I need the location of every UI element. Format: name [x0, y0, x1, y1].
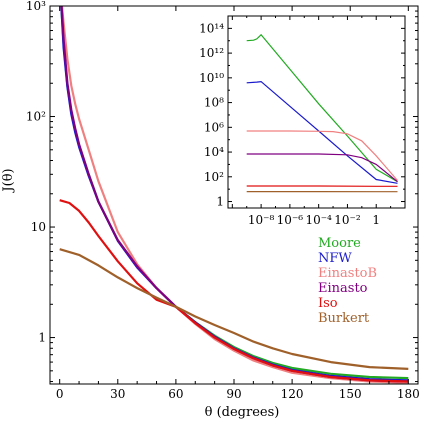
inset-x-tick-label: 1	[372, 213, 380, 227]
main-y-tick-label: 1	[38, 331, 46, 345]
legend-entry-nfw: NFW	[318, 251, 352, 266]
inset-series-group	[246, 33, 398, 193]
inset-background	[198, 12, 412, 232]
legend-entry-einasto: Einasto	[318, 281, 368, 296]
inset-plot: 1 10² 10⁴ 10⁶ 10⁸ 10¹⁰ 10¹² 10¹⁴ 10⁻⁸ 10⁻⁶ 10⁻⁴ 10⁻…	[198, 12, 412, 232]
legend-entry-einastob: EinastoB	[318, 266, 377, 281]
main-plot: 0 30 60 90 120 150 180 1 10 10² 10³ θ (degrees) J(θ)	[1, 0, 420, 420]
inset-series-line-einasto	[246, 153, 398, 183]
inset-x-tick-label: 10⁻⁸	[248, 213, 275, 227]
main-series-line-iso	[59, 199, 409, 383]
inset-series-line-moore	[246, 33, 398, 183]
main-series-line-burkert	[59, 248, 409, 370]
main-x-tick-label: 120	[281, 387, 304, 401]
inset-series-line-nfw	[246, 80, 398, 184]
legend-entry-iso: Iso	[318, 296, 338, 311]
main-x-axis-title: θ (degrees)	[205, 405, 280, 420]
inset-y-tick-label: 1	[216, 195, 224, 209]
inset-plot-frame	[227, 15, 406, 209]
main-y-tick-label: 10³	[26, 0, 46, 13]
main-x-tick-label: 60	[168, 387, 183, 401]
main-y-axis-title: J(θ)	[1, 168, 16, 193]
main-x-tick-label: 30	[110, 387, 125, 401]
inset-y-tick-label: 10²	[204, 170, 224, 184]
inset-y-tick-label: 10⁴	[204, 145, 224, 159]
inset-y-tick-label: 10⁶	[204, 120, 224, 134]
legend-entry-burkert: Burkert	[318, 311, 370, 326]
inset-y-tick-label: 10¹⁴	[199, 21, 224, 35]
inset-y-tick-label: 10¹⁰	[199, 71, 224, 85]
inset-x-tick-label: 10⁻⁶	[277, 213, 304, 227]
main-x-tick-label: 0	[56, 387, 64, 401]
main-x-tick-label: 180	[397, 387, 420, 401]
inset-y-tick-label: 10¹²	[199, 46, 224, 60]
main-y-tick-label: 10	[31, 220, 46, 234]
main-x-tick-label: 90	[226, 387, 241, 401]
inset-x-tick-label: 10⁻²	[334, 213, 361, 227]
main-series-group	[59, 6, 409, 384]
inset-series-line-einastob	[246, 130, 398, 181]
main-x-tick-label: 150	[339, 387, 362, 401]
legend-entry-moore: Moore	[318, 236, 361, 251]
inset-x-tick-label: 10⁻⁴	[305, 213, 332, 227]
inset-y-tick-label: 10⁸	[204, 96, 224, 110]
main-y-tick-label: 10²	[26, 110, 46, 124]
